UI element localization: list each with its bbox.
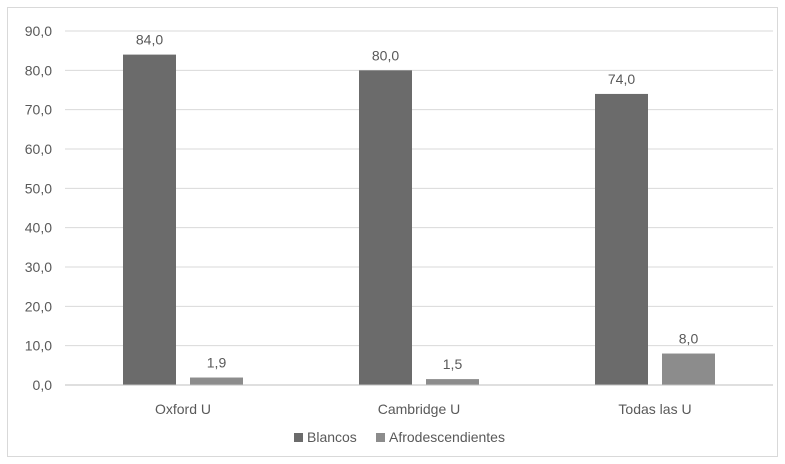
x-category-label: Todas las U	[618, 401, 691, 417]
bar-afrodescendientes	[190, 377, 243, 385]
x-category-label: Oxford U	[155, 401, 211, 417]
y-tick-label: 70,0	[25, 102, 52, 118]
bar-afrodescendientes	[426, 379, 479, 385]
bar-blancos	[595, 93, 648, 385]
y-tick-label: 60,0	[25, 141, 52, 157]
y-tick-label: 10,0	[25, 338, 52, 354]
legend-label: Afrodescendientes	[389, 429, 505, 445]
x-category-label: Cambridge U	[378, 401, 460, 417]
data-label: 80,0	[372, 47, 399, 63]
bar-blancos	[359, 70, 412, 385]
data-labels: 84,0 1,9 80,0 1,5 74,0 8,0	[136, 32, 699, 373]
bar-afrodescendientes	[662, 353, 715, 385]
legend-label: Blancos	[307, 429, 357, 445]
y-axis-tick-labels: 0,0 10,0 20,0 30,0 40,0 50,0 60,0 70,0 80,0 90,0	[25, 23, 52, 393]
data-label: 84,0	[136, 32, 163, 48]
y-tick-label: 50,0	[25, 180, 52, 196]
y-tick-label: 80,0	[25, 62, 52, 78]
data-label: 1,9	[207, 355, 227, 371]
y-tick-label: 40,0	[25, 220, 52, 236]
data-label: 8,0	[679, 331, 699, 347]
gridlines	[65, 30, 773, 347]
legend-swatch	[294, 433, 303, 442]
y-tick-label: 30,0	[25, 259, 52, 275]
bars	[123, 54, 715, 385]
y-tick-label: 0,0	[33, 377, 53, 393]
x-axis-category-labels: Oxford U Cambridge U Todas las U	[155, 401, 692, 417]
y-tick-label: 20,0	[25, 298, 52, 314]
legend-swatch	[376, 433, 385, 442]
data-label: 1,5	[443, 356, 463, 372]
bar-blancos	[123, 54, 176, 385]
legend: Blancos Afrodescendientes	[294, 429, 505, 445]
data-label: 74,0	[608, 71, 635, 87]
y-tick-label: 90,0	[25, 23, 52, 39]
